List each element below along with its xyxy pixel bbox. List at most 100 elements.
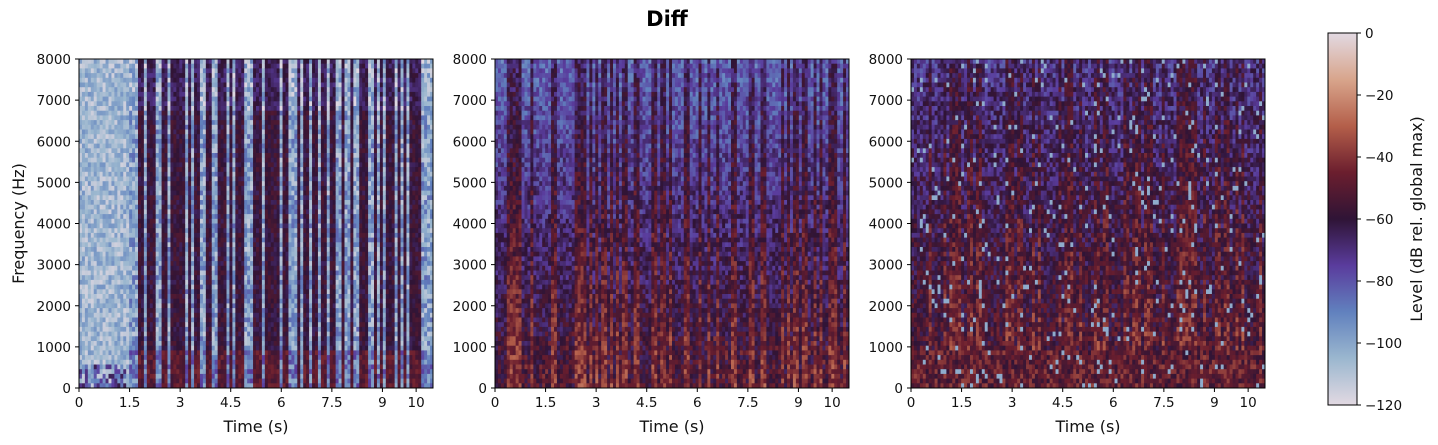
- heatmap-cell: [132, 355, 136, 361]
- heatmap-cell: [79, 176, 83, 182]
- heatmap-cell: [188, 129, 192, 135]
- heatmap-cell: [253, 63, 257, 69]
- heatmap-cell: [199, 101, 204, 107]
- heatmap-cell: [197, 162, 201, 168]
- heatmap-cell: [188, 336, 192, 342]
- heatmap-cell: [288, 138, 292, 144]
- heatmap-cell: [197, 101, 201, 107]
- heatmap-cell: [241, 228, 245, 234]
- heatmap-cell: [167, 326, 171, 332]
- heatmap-cell: [117, 209, 121, 215]
- heatmap-cell: [214, 298, 219, 304]
- heatmap-cell: [264, 322, 269, 328]
- heatmap-cell: [208, 345, 213, 351]
- heatmap-cell: [191, 378, 195, 384]
- heatmap-cell: [232, 185, 236, 191]
- heatmap-cell: [253, 317, 257, 323]
- heatmap-cell: [220, 378, 224, 384]
- heatmap-cell: [140, 308, 145, 314]
- heatmap-cell: [129, 317, 133, 323]
- heatmap-cell: [99, 200, 103, 206]
- heatmap-cell: [105, 247, 109, 253]
- heatmap-cell: [79, 124, 83, 130]
- heatmap-cell: [105, 162, 109, 168]
- heatmap-cell: [90, 218, 95, 224]
- heatmap-cell: [173, 185, 177, 191]
- heatmap-cell: [264, 195, 269, 201]
- heatmap-cell: [288, 129, 292, 135]
- heatmap-cell: [256, 364, 260, 370]
- heatmap-cell: [176, 345, 180, 351]
- heatmap-cell: [185, 289, 189, 295]
- heatmap-cell: [270, 181, 275, 187]
- heatmap-cell: [96, 181, 101, 187]
- heatmap-cell: [132, 345, 136, 351]
- heatmap-cell: [223, 68, 227, 74]
- heatmap-cell: [182, 284, 186, 290]
- heatmap-cell: [164, 148, 168, 154]
- heatmap-cell: [138, 214, 142, 220]
- heatmap-cell: [211, 331, 216, 337]
- heatmap-cell: [256, 162, 260, 168]
- heatmap-cell: [111, 157, 115, 163]
- heatmap-cell: [197, 82, 201, 88]
- heatmap-cell: [205, 242, 210, 248]
- heatmap-cell: [167, 289, 171, 295]
- heatmap-cell: [194, 134, 198, 140]
- heatmap-cell: [96, 204, 101, 210]
- heatmap-cell: [164, 138, 168, 144]
- heatmap-cell: [167, 214, 171, 220]
- heatmap-cell: [235, 91, 239, 97]
- heatmap-cell: [93, 247, 98, 253]
- heatmap-cell: [126, 373, 130, 379]
- heatmap-cell: [158, 223, 162, 229]
- heatmap-cell: [223, 350, 227, 356]
- heatmap-cell: [149, 350, 154, 356]
- heatmap-cell: [126, 261, 130, 267]
- heatmap-cell: [164, 77, 168, 83]
- heatmap-cell: [152, 124, 157, 130]
- heatmap-cell: [135, 364, 139, 370]
- heatmap-cell: [114, 87, 118, 93]
- heatmap-cell: [129, 331, 133, 337]
- heatmap-cell: [244, 265, 248, 271]
- heatmap-cell: [176, 279, 180, 285]
- heatmap-cell: [117, 369, 121, 375]
- heatmap-cell: [152, 270, 157, 276]
- heatmap-cell: [90, 345, 95, 351]
- heatmap-cell: [158, 204, 162, 210]
- heatmap-cell: [105, 373, 109, 379]
- heatmap-cell: [126, 336, 130, 342]
- heatmap-cell: [191, 322, 195, 328]
- heatmap-cell: [282, 200, 286, 206]
- heatmap-cell: [152, 190, 157, 196]
- heatmap-cell: [214, 106, 219, 112]
- heatmap-cell: [273, 218, 278, 224]
- heatmap-cell: [93, 91, 98, 97]
- heatmap-cell: [273, 153, 278, 159]
- heatmap-cell: [220, 124, 224, 130]
- heatmap-cell: [87, 242, 92, 248]
- heatmap-cell: [105, 134, 109, 140]
- heatmap-cell: [152, 256, 157, 262]
- heatmap-cell: [87, 120, 92, 126]
- heatmap-cell: [84, 148, 89, 154]
- heatmap-cell: [161, 73, 165, 79]
- heatmap-cell: [123, 237, 127, 243]
- heatmap-cell: [217, 124, 221, 130]
- heatmap-cell: [273, 289, 278, 295]
- heatmap-cell: [279, 350, 283, 356]
- heatmap-cell: [229, 185, 233, 191]
- heatmap-cell: [179, 101, 183, 107]
- heatmap-cell: [79, 279, 83, 285]
- heatmap-cell: [164, 101, 168, 107]
- heatmap-cell: [146, 289, 151, 295]
- heatmap-cell: [226, 73, 230, 79]
- heatmap-cell: [279, 336, 283, 342]
- heatmap-cell: [185, 176, 189, 182]
- heatmap-cell: [138, 350, 142, 356]
- heatmap-cell: [176, 228, 180, 234]
- heatmap-cell: [185, 312, 189, 318]
- heatmap-cell: [179, 115, 183, 121]
- heatmap-cell: [238, 308, 242, 314]
